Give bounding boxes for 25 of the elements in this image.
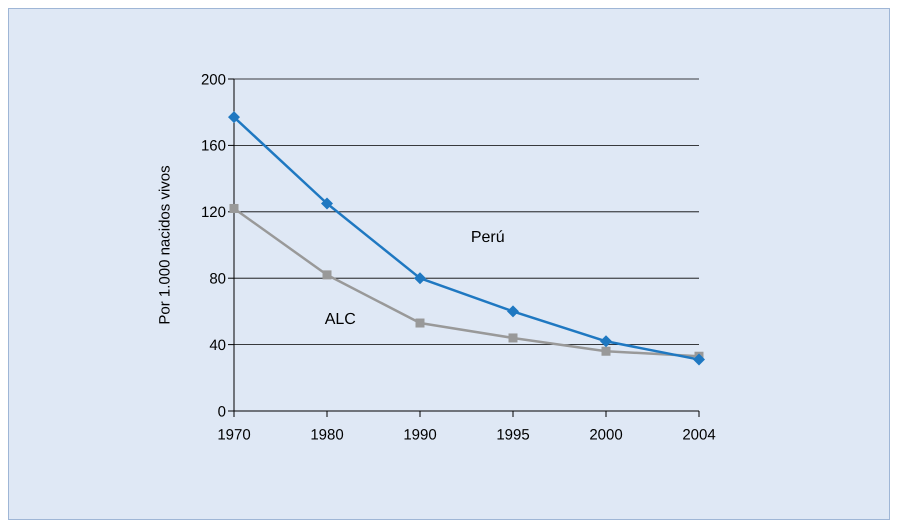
y-tick-label: 80 xyxy=(209,270,226,288)
point xyxy=(228,111,240,124)
point xyxy=(507,305,519,318)
x-tick-label: 1990 xyxy=(403,426,437,444)
x-tick-label: 2000 xyxy=(589,426,623,444)
x-tick-label: 1995 xyxy=(496,426,530,444)
point xyxy=(508,333,518,342)
y-axis-title: Por 1.000 nacidos vivos xyxy=(156,165,174,325)
y-tick-label: 160 xyxy=(200,138,226,155)
y-tick-label: 120 xyxy=(200,204,226,222)
point xyxy=(600,335,612,348)
x-tick-label: 1980 xyxy=(310,426,344,444)
y-tick-label: 40 xyxy=(209,336,226,354)
y-tick-label: 0 xyxy=(218,403,226,420)
series-label: ALC xyxy=(324,310,356,329)
text: Perú xyxy=(470,229,505,248)
point xyxy=(693,354,705,366)
point xyxy=(416,318,424,328)
point xyxy=(322,270,332,280)
x-tick-label: 1970 xyxy=(217,426,251,444)
point xyxy=(321,198,333,210)
point xyxy=(602,346,610,356)
x-tick-label: 2004 xyxy=(682,426,716,444)
point xyxy=(414,272,426,284)
y-tick-label: 200 xyxy=(200,71,226,88)
